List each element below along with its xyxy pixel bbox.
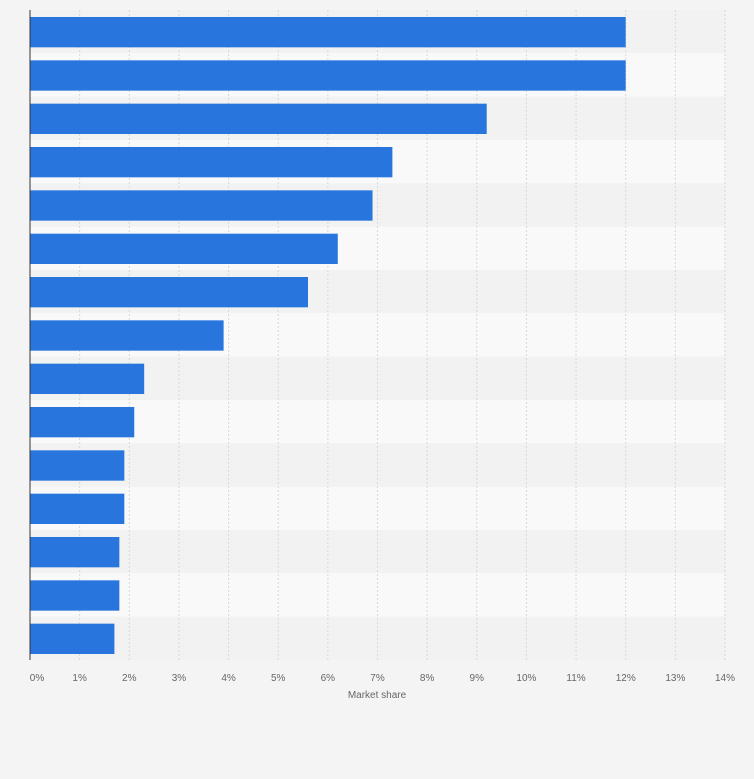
x-tick-label: 5% (271, 673, 286, 684)
bar (30, 450, 125, 481)
x-tick-label: 11% (566, 673, 585, 684)
bar (30, 190, 373, 221)
x-tick-label: 6% (321, 673, 336, 684)
bar (30, 233, 338, 264)
bar (30, 277, 308, 308)
bar (30, 407, 135, 438)
x-tick-label: 1% (72, 673, 87, 684)
bar (30, 60, 626, 91)
x-tick-label: 2% (122, 673, 137, 684)
bar (30, 103, 487, 134)
x-tick-label: 10% (516, 673, 536, 684)
x-tick-label: 14% (715, 673, 735, 684)
bar (30, 537, 120, 568)
x-tick-label: 9% (470, 673, 485, 684)
bar (30, 493, 125, 524)
x-tick-label: 0% (30, 673, 45, 684)
bar (30, 147, 393, 178)
bar (30, 320, 224, 351)
x-tick-label: 13% (665, 673, 685, 684)
bar (30, 623, 115, 654)
row-band (30, 443, 725, 487)
x-tick-label: 7% (370, 673, 385, 684)
x-tick-label: 12% (616, 673, 636, 684)
x-tick-label: 8% (420, 673, 435, 684)
x-tick-label: 3% (172, 673, 187, 684)
x-tick-label: 4% (221, 673, 236, 684)
x-axis-label: Market share (348, 690, 407, 701)
bar (30, 363, 145, 394)
bar (30, 580, 120, 611)
bar (30, 17, 626, 48)
